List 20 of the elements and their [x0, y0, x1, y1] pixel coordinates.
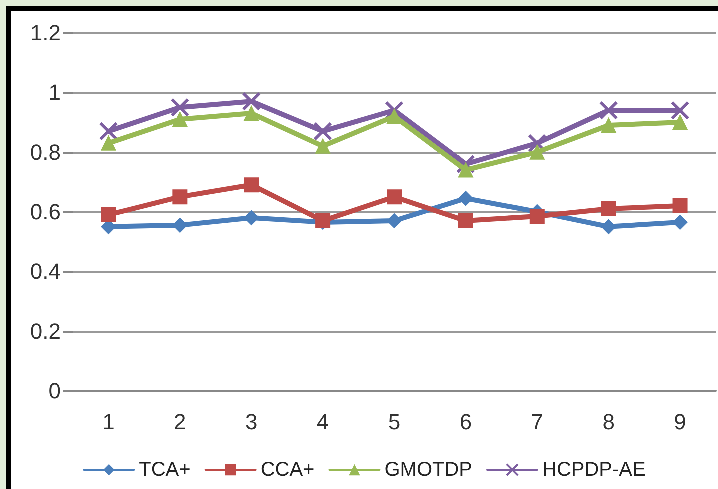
x-tick-label: 7 — [531, 410, 544, 434]
x-tick-label: 5 — [388, 410, 401, 434]
y-tick-label: 0.2 — [30, 318, 61, 344]
x-tick-label: 3 — [245, 410, 258, 434]
x-tick-label: 6 — [460, 410, 472, 434]
y-tick-label: 0.8 — [30, 140, 61, 165]
y-tick-label: 0 — [48, 378, 61, 404]
legend-label: CCA+ — [260, 459, 315, 481]
legend-label: TCA+ — [139, 459, 191, 481]
x-tick-label: 1 — [102, 410, 115, 434]
x-tick-label: 4 — [316, 410, 330, 434]
y-tick-label: 1.2 — [30, 20, 61, 46]
legend-label: HCPDP-AE — [542, 459, 646, 481]
x-tick-label: 9 — [674, 410, 686, 434]
y-tick-label: 0.6 — [30, 200, 61, 224]
x-tick-label: 8 — [602, 410, 615, 434]
legend-label: GMOTDP — [384, 459, 473, 481]
y-tick-label: 1 — [48, 80, 61, 106]
y-tick-label: 0.4 — [30, 259, 61, 284]
x-tick-label: 2 — [174, 410, 186, 434]
